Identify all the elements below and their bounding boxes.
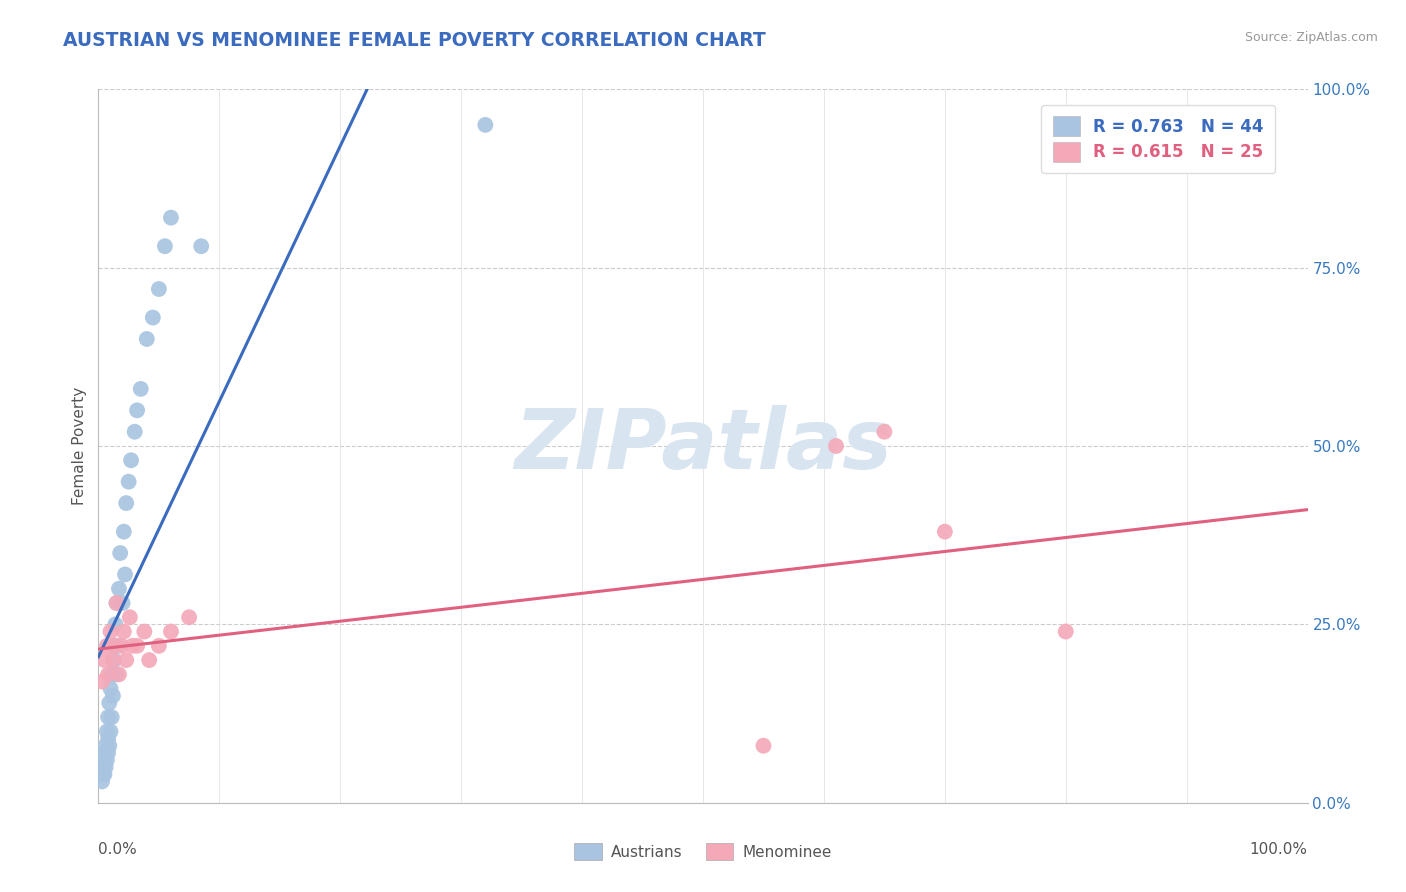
Point <box>97 710 120 724</box>
Point <box>101 689 124 703</box>
Text: 0.0%: 0.0% <box>98 842 138 857</box>
Point <box>118 610 141 624</box>
Point <box>93 753 115 767</box>
Point <box>107 639 129 653</box>
Point <box>825 439 848 453</box>
Point <box>100 724 122 739</box>
Point <box>110 639 132 653</box>
Point <box>121 639 143 653</box>
Point <box>160 624 183 639</box>
Point <box>97 731 120 746</box>
Point <box>96 724 118 739</box>
Point <box>129 382 152 396</box>
Point <box>100 710 122 724</box>
Point <box>118 475 141 489</box>
Text: Source: ZipAtlas.com: Source: ZipAtlas.com <box>1244 31 1378 45</box>
Point <box>142 310 165 325</box>
Point <box>124 425 146 439</box>
Point <box>91 760 114 774</box>
Point <box>91 674 114 689</box>
Point <box>98 739 121 753</box>
Point <box>103 653 125 667</box>
Point <box>148 639 170 653</box>
Point <box>105 596 128 610</box>
Point <box>934 524 956 539</box>
Point <box>91 774 114 789</box>
Point <box>108 546 131 560</box>
Point <box>103 639 125 653</box>
Point <box>115 653 138 667</box>
Text: AUSTRIAN VS MENOMINEE FEMALE POVERTY CORRELATION CHART: AUSTRIAN VS MENOMINEE FEMALE POVERTY COR… <box>63 31 766 50</box>
Point <box>100 667 122 681</box>
Point <box>873 425 896 439</box>
Point <box>100 681 122 696</box>
Point <box>91 767 114 781</box>
Point <box>160 211 183 225</box>
Point <box>112 524 135 539</box>
Point <box>101 653 124 667</box>
Point <box>148 282 170 296</box>
Text: 100.0%: 100.0% <box>1250 842 1308 857</box>
Point <box>111 596 134 610</box>
Point <box>96 753 118 767</box>
Legend: R = 0.763   N = 44, R = 0.615   N = 25: R = 0.763 N = 44, R = 0.615 N = 25 <box>1042 104 1275 173</box>
Point <box>138 653 160 667</box>
Point <box>97 667 120 681</box>
Point <box>190 239 212 253</box>
Point <box>752 739 775 753</box>
Point <box>93 767 115 781</box>
Point <box>112 624 135 639</box>
Point <box>94 739 117 753</box>
Point <box>127 403 149 417</box>
Point <box>127 639 149 653</box>
Text: ZIPatlas: ZIPatlas <box>515 406 891 486</box>
Point <box>153 239 176 253</box>
Point <box>179 610 201 624</box>
Point <box>100 624 122 639</box>
Point <box>134 624 156 639</box>
Point <box>94 760 117 774</box>
Point <box>104 639 127 653</box>
Point <box>105 596 128 610</box>
Point <box>108 582 131 596</box>
Point <box>104 617 127 632</box>
Point <box>93 653 115 667</box>
Point <box>108 667 131 681</box>
Point <box>98 696 121 710</box>
Point <box>93 746 115 760</box>
Point <box>474 118 496 132</box>
Point <box>115 496 138 510</box>
Point <box>1054 624 1077 639</box>
Point <box>96 639 118 653</box>
Point <box>114 567 136 582</box>
Point <box>135 332 157 346</box>
Point <box>105 667 128 681</box>
Point <box>120 453 142 467</box>
Point <box>97 746 120 760</box>
Y-axis label: Female Poverty: Female Poverty <box>72 387 87 505</box>
